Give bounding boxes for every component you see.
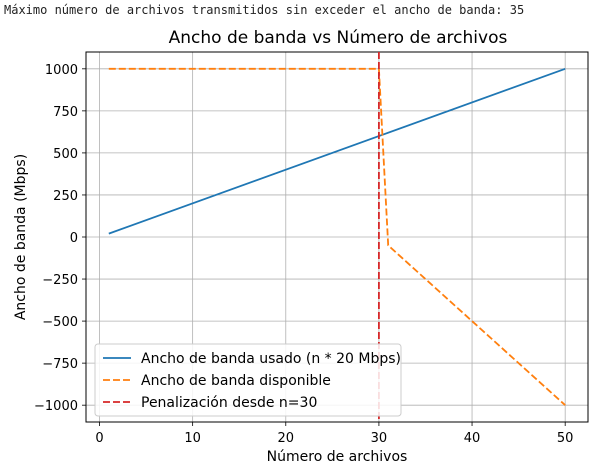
chart-title: Ancho de banda vs Número de archivos [169, 28, 508, 48]
console-output-line: Máximo número de archivos transmitidos s… [4, 3, 525, 17]
y-tick-label: −750 [42, 357, 78, 372]
axis-ticks: 0 10 20 30 40 50 1000 750 500 250 0 −250 −500 −750 −10… [34, 63, 573, 446]
y-axis-label: Ancho de banda (Mbps) [13, 154, 29, 320]
y-tick-label: 0 [70, 231, 78, 246]
y-tick-label: −500 [42, 315, 78, 330]
series-line-1 [108, 67, 566, 235]
x-tick-label: 50 [557, 431, 574, 446]
x-axis-label: Número de archivos [267, 449, 408, 465]
chart-series [108, 52, 566, 422]
legend-box [94, 343, 402, 417]
chart-legend: Ancho de banda usado (n * 20 Mbps) Ancho … [94, 343, 402, 417]
x-tick-label: 40 [464, 431, 481, 446]
series-line-2 [108, 67, 566, 406]
x-tick-label: 20 [278, 431, 295, 446]
legend-label: Ancho de banda usado (n * 20 Mbps) [141, 351, 401, 367]
y-tick-label: −250 [42, 273, 78, 288]
legend-label: Penalización desde n=30 [141, 395, 317, 411]
y-tick-label: 250 [53, 189, 78, 204]
x-tick-label: 30 [371, 431, 388, 446]
y-tick-label: 750 [53, 105, 78, 120]
y-tick-label: 500 [53, 147, 78, 162]
y-tick-label: 1000 [45, 63, 78, 78]
y-tick-label: −1000 [34, 399, 78, 414]
x-tick-label: 10 [184, 431, 201, 446]
x-tick-label: 0 [95, 431, 103, 446]
legend-label: Ancho de banda disponible [141, 373, 331, 389]
